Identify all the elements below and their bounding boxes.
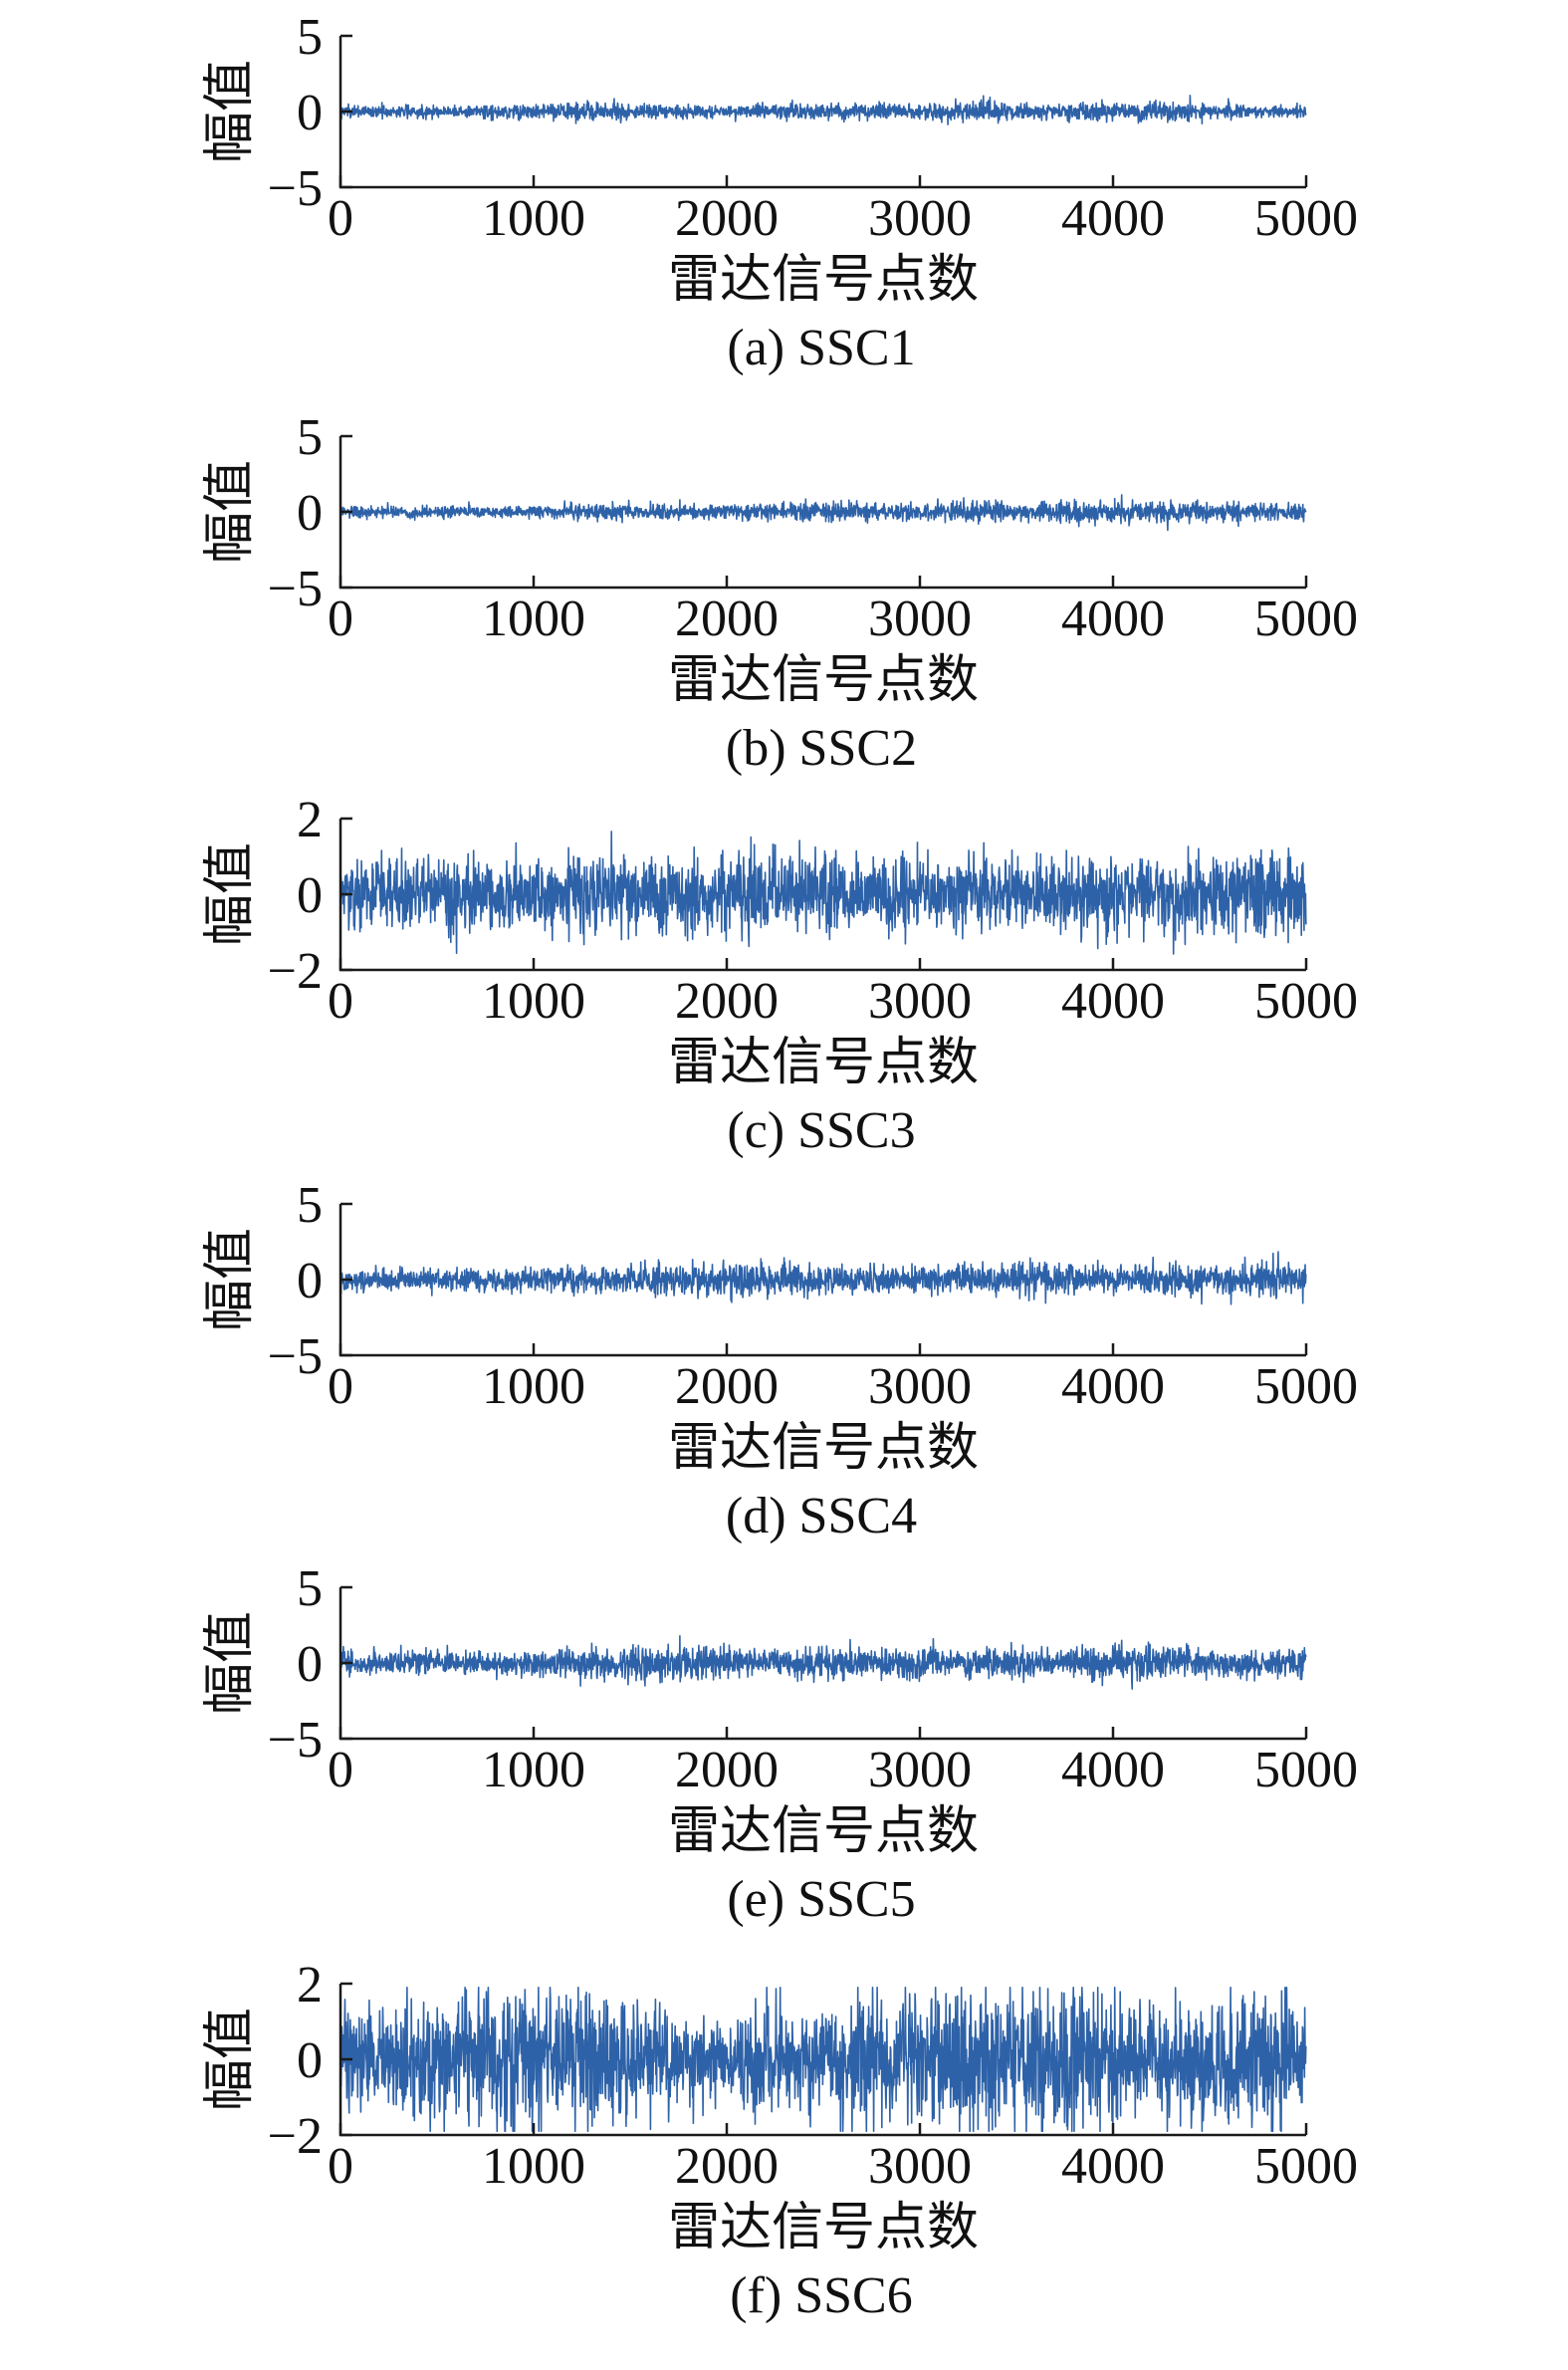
x-tick-label: 5000 bbox=[1254, 1742, 1358, 1798]
y-tick-label: 0 bbox=[297, 867, 323, 924]
signal-series-line bbox=[339, 95, 1307, 125]
y-tick-label: 5 bbox=[297, 1177, 323, 1234]
x-tick-label: 0 bbox=[328, 190, 353, 247]
subfigure-caption: (c) SSC3 bbox=[727, 1102, 915, 1159]
y-tick-label: 5 bbox=[297, 409, 323, 466]
subfigure-caption: (b) SSC2 bbox=[726, 720, 917, 777]
y-axis-title: 幅值 bbox=[202, 1611, 259, 1715]
x-tick-label: 2000 bbox=[675, 1358, 779, 1415]
x-tick-label: 1000 bbox=[482, 2138, 585, 2195]
x-tick-label: 4000 bbox=[1061, 1742, 1165, 1798]
y-axis-title: 幅值 bbox=[202, 2008, 259, 2111]
signal-series-line bbox=[339, 1635, 1307, 1690]
x-tick-label: 1000 bbox=[482, 591, 585, 647]
x-tick-label: 4000 bbox=[1061, 591, 1165, 647]
y-tick-label: 0 bbox=[297, 85, 323, 141]
signal-series-line bbox=[339, 494, 1307, 532]
subfigure-caption: (e) SSC5 bbox=[727, 1871, 915, 1928]
x-tick-label: 2000 bbox=[675, 190, 779, 247]
y-tick-label: 0 bbox=[297, 485, 323, 542]
x-tick-label: 0 bbox=[328, 1742, 353, 1798]
y-tick-label: 5 bbox=[297, 1560, 323, 1617]
signal-series-line bbox=[339, 1987, 1307, 2132]
x-tick-label: 4000 bbox=[1061, 2138, 1165, 2195]
x-tick-label: 3000 bbox=[868, 1742, 972, 1798]
x-tick-label: 3000 bbox=[868, 973, 972, 1030]
y-tick-label: −5 bbox=[268, 561, 323, 617]
y-tick-label: 5 bbox=[297, 9, 323, 66]
y-tick-label: −5 bbox=[268, 160, 323, 217]
y-axis-title: 幅值 bbox=[202, 842, 259, 946]
x-tick-label: 0 bbox=[328, 2138, 353, 2195]
x-tick-label: 5000 bbox=[1254, 1358, 1358, 1415]
subfigure-caption: (d) SSC4 bbox=[726, 1488, 917, 1544]
y-tick-label: −2 bbox=[268, 943, 323, 1000]
x-tick-label: 5000 bbox=[1254, 2138, 1358, 2195]
x-axis-title: 雷达信号点数 bbox=[668, 652, 979, 709]
y-tick-label: 2 bbox=[297, 1957, 323, 2014]
y-axis-title: 幅值 bbox=[202, 460, 259, 564]
x-axis-title: 雷达信号点数 bbox=[668, 2200, 979, 2256]
x-tick-label: 1000 bbox=[482, 190, 585, 247]
x-tick-label: 3000 bbox=[868, 2138, 972, 2195]
signal-series-line bbox=[339, 1251, 1307, 1305]
x-tick-label: 5000 bbox=[1254, 190, 1358, 247]
x-tick-label: 2000 bbox=[675, 1742, 779, 1798]
x-tick-label: 5000 bbox=[1254, 591, 1358, 647]
y-axis-title: 幅值 bbox=[202, 60, 259, 163]
x-tick-label: 2000 bbox=[675, 973, 779, 1030]
x-tick-label: 4000 bbox=[1061, 973, 1165, 1030]
x-tick-label: 1000 bbox=[482, 973, 585, 1030]
signal-series-line bbox=[339, 830, 1307, 955]
x-axis-title: 雷达信号点数 bbox=[668, 1803, 979, 1860]
y-tick-label: −5 bbox=[268, 1328, 323, 1385]
x-tick-label: 0 bbox=[328, 973, 353, 1030]
y-tick-label: −2 bbox=[268, 2108, 323, 2165]
y-tick-label: −5 bbox=[268, 1712, 323, 1769]
x-axis-title: 雷达信号点数 bbox=[668, 1420, 979, 1477]
x-tick-label: 3000 bbox=[868, 190, 972, 247]
x-tick-label: 3000 bbox=[868, 591, 972, 647]
y-tick-label: 0 bbox=[297, 1636, 323, 1693]
x-tick-label: 0 bbox=[328, 1358, 353, 1415]
subfigure-caption: (f) SSC6 bbox=[730, 2267, 912, 2324]
x-tick-label: 4000 bbox=[1061, 190, 1165, 247]
x-tick-label: 0 bbox=[328, 591, 353, 647]
y-tick-label: 0 bbox=[297, 2032, 323, 2089]
x-tick-label: 4000 bbox=[1061, 1358, 1165, 1415]
x-tick-label: 2000 bbox=[675, 591, 779, 647]
x-tick-label: 2000 bbox=[675, 2138, 779, 2195]
x-axis-title: 雷达信号点数 bbox=[668, 1035, 979, 1091]
y-axis-title: 幅值 bbox=[202, 1228, 259, 1331]
y-tick-label: 2 bbox=[297, 792, 323, 848]
subfigure-caption: (a) SSC1 bbox=[727, 320, 915, 376]
x-axis-title: 雷达信号点数 bbox=[668, 252, 979, 309]
x-tick-label: 3000 bbox=[868, 1358, 972, 1415]
x-tick-label: 5000 bbox=[1254, 973, 1358, 1030]
x-tick-label: 1000 bbox=[482, 1358, 585, 1415]
y-tick-label: 0 bbox=[297, 1253, 323, 1309]
x-tick-label: 1000 bbox=[482, 1742, 585, 1798]
